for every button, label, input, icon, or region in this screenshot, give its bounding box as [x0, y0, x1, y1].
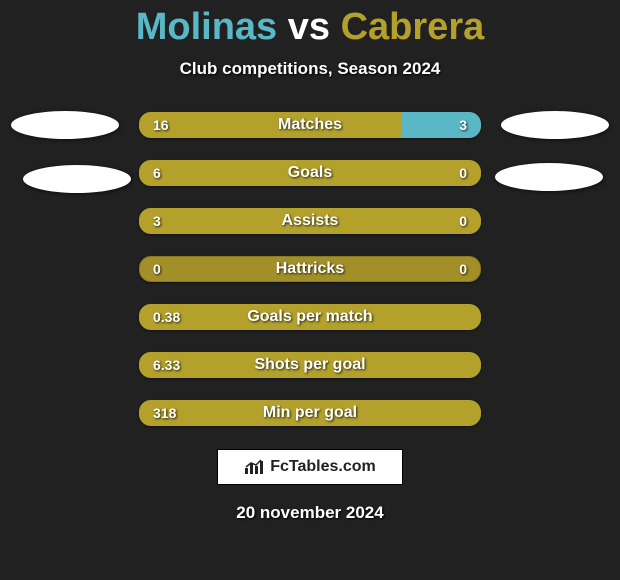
stat-row: Min per goal318 — [0, 399, 620, 427]
stat-bar: Shots per goal6.33 — [139, 352, 481, 378]
stat-label: Min per goal — [139, 404, 481, 422]
stat-value-right: 3 — [459, 117, 467, 133]
brand-text: FcTables.com — [270, 458, 376, 476]
stat-row: Goals6 0 — [0, 159, 620, 187]
stat-value-right: 0 — [459, 261, 467, 277]
stat-bar: Goals per match0.38 — [139, 304, 481, 330]
comparison-title: Molinas vs Cabrera — [0, 0, 620, 49]
stat-bar: Hattricks0 0 — [139, 256, 481, 282]
stat-row: Shots per goal6.33 — [0, 351, 620, 379]
stat-label: Goals per match — [139, 308, 481, 326]
player1-oval — [23, 165, 131, 193]
stat-bar: Matches16 3 — [139, 112, 481, 138]
stat-value-left: 0 — [153, 261, 161, 277]
stat-label: Goals — [139, 164, 481, 182]
date-text: 20 november 2024 — [0, 503, 620, 523]
stat-value-left: 318 — [153, 405, 176, 421]
stat-bar: Min per goal318 — [139, 400, 481, 426]
stat-value-right: 0 — [459, 213, 467, 229]
stat-bar: Goals6 0 — [139, 160, 481, 186]
stat-row: Goals per match0.38 — [0, 303, 620, 331]
stat-value-left: 6 — [153, 165, 161, 181]
stat-label: Hattricks — [139, 260, 481, 278]
stat-label: Matches — [139, 116, 481, 134]
stat-value-left: 6.33 — [153, 357, 180, 373]
stat-value-left: 3 — [153, 213, 161, 229]
stat-row: Assists3 0 — [0, 207, 620, 235]
stat-value-left: 0.38 — [153, 309, 180, 325]
player2-oval — [501, 111, 609, 139]
stat-value-right: 0 — [459, 165, 467, 181]
player2-oval — [495, 163, 603, 191]
brand-chart-icon — [244, 459, 264, 475]
brand-box: FcTables.com — [217, 449, 403, 485]
stat-row: Hattricks0 0 — [0, 255, 620, 283]
stat-row: Matches16 3 — [0, 111, 620, 139]
subtitle: Club competitions, Season 2024 — [0, 59, 620, 79]
stat-rows: Matches163Goals60Assists30Hattricks00Goa… — [0, 111, 620, 427]
stat-label: Shots per goal — [139, 356, 481, 374]
player1-name: Molinas — [136, 6, 277, 48]
stat-label: Assists — [139, 212, 481, 230]
stat-value-left: 16 — [153, 117, 169, 133]
player1-oval — [11, 111, 119, 139]
stat-bar: Assists3 0 — [139, 208, 481, 234]
vs-separator: vs — [288, 6, 330, 48]
player2-name: Cabrera — [341, 6, 485, 48]
